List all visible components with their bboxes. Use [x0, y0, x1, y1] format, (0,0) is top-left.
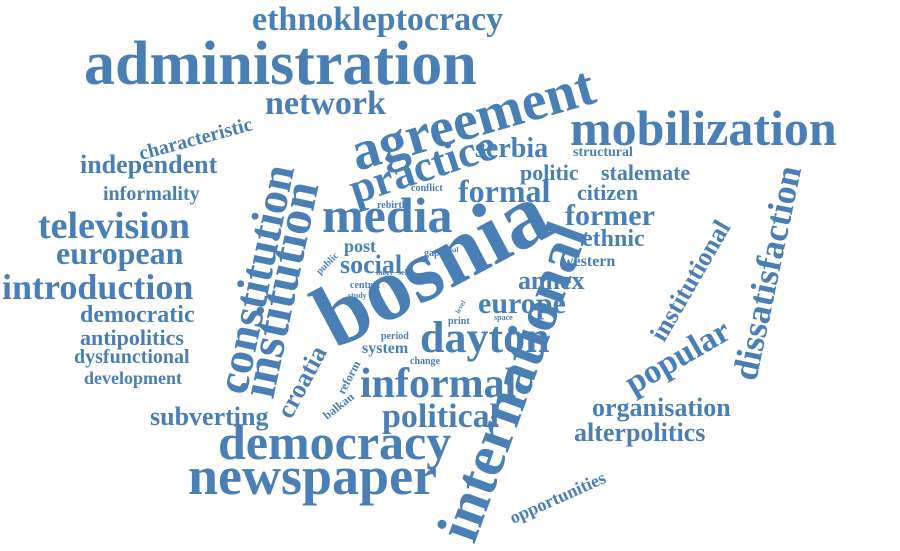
word-self: self	[398, 268, 410, 277]
word-network: network	[265, 85, 386, 122]
word-conflict: conflict	[411, 183, 443, 194]
word-democracy: democracy	[218, 414, 451, 470]
word-european: european	[56, 235, 184, 271]
word-period: period	[381, 331, 409, 342]
word-formal: formal	[458, 173, 551, 209]
word-goal: goal	[446, 246, 459, 254]
word-informal: informal	[360, 361, 516, 407]
word-independent: independent	[80, 150, 218, 179]
word-change: change	[410, 356, 441, 367]
word-antipolitics: antipolitics	[80, 325, 184, 350]
word-ethnic: ethnic	[582, 226, 645, 252]
word-dysfunctional: dysfunctional	[74, 346, 190, 368]
word-annex: annex	[518, 266, 584, 295]
word-study: study	[348, 291, 367, 300]
word-democratic: democratic	[80, 302, 195, 328]
word-alterpolitics: alterpolitics	[574, 418, 705, 447]
word-former: former	[565, 199, 655, 232]
word-newspaper: newspaper	[188, 446, 437, 506]
word-dayton: dayton	[420, 313, 550, 362]
word-organisation: organisation	[592, 393, 731, 422]
word-television: television	[38, 205, 190, 247]
word-subverting: subverting	[150, 402, 268, 431]
word-opportunities: opportunities	[506, 467, 608, 527]
word-media: media	[322, 187, 453, 243]
word-gap: gap	[424, 248, 440, 259]
word-social: social	[340, 250, 402, 279]
word-mobilization: mobilization	[570, 100, 837, 156]
word-system: system	[362, 340, 409, 357]
word-western: western	[562, 253, 615, 270]
word-political: political	[382, 398, 499, 435]
word-politic: politic	[520, 160, 579, 185]
word-europe: europe	[478, 287, 566, 320]
word-serbia: serbia	[475, 133, 548, 164]
word-structural: structural	[573, 145, 633, 160]
word-central: central	[350, 280, 380, 291]
word-more: more	[376, 268, 394, 277]
word-rebirth: rebirth	[377, 200, 408, 211]
word-ethnokleptocracy: ethnokleptocracy	[252, 1, 503, 38]
word-post: post	[344, 236, 376, 256]
word-administration: administration	[84, 30, 477, 98]
word-dissatisfaction: dissatisfaction	[725, 162, 809, 384]
word-print: print	[448, 316, 470, 327]
word-space: space	[494, 313, 513, 322]
word-development: development	[84, 368, 182, 388]
word-informality: informality	[103, 183, 200, 205]
word-introduction: introduction	[2, 267, 193, 307]
word-stalemate: stalemate	[601, 160, 690, 185]
word-citizen: citizen	[577, 180, 638, 205]
